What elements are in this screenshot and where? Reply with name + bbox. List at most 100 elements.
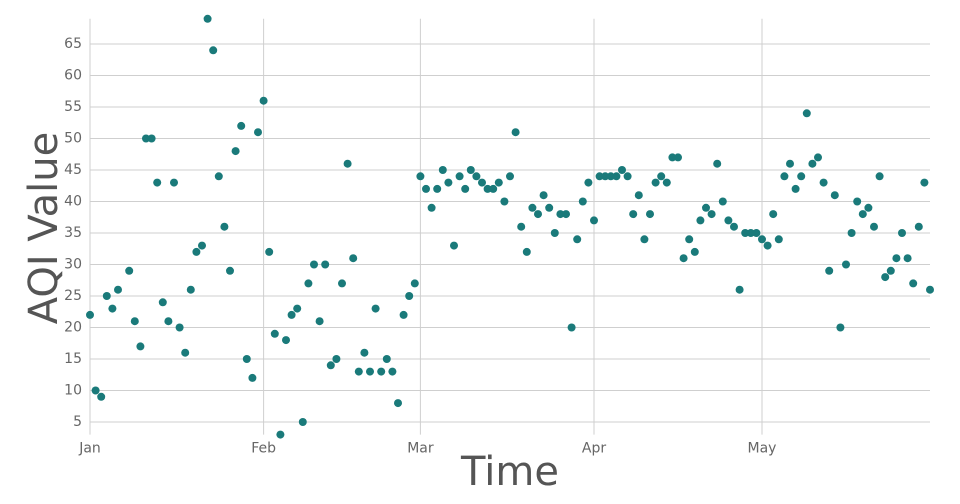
data-point <box>237 121 246 130</box>
data-point <box>97 392 106 401</box>
data-point <box>494 178 503 187</box>
data-point <box>343 159 352 168</box>
y-tick-label: 55 <box>64 99 82 115</box>
data-point <box>629 210 638 219</box>
data-point <box>298 418 307 426</box>
data-point <box>102 292 111 300</box>
data-point <box>651 178 660 187</box>
data-point <box>310 260 318 269</box>
data-point <box>718 197 727 206</box>
data-point <box>517 222 526 231</box>
data-point <box>696 216 705 225</box>
data-point <box>646 210 654 219</box>
data-point <box>814 153 822 162</box>
data-point <box>584 178 593 187</box>
data-point <box>276 430 285 439</box>
data-point <box>214 172 223 181</box>
data-point <box>674 153 682 162</box>
data-point <box>226 266 234 275</box>
data-point <box>881 273 890 282</box>
data-point <box>405 292 414 300</box>
data-point <box>399 310 408 319</box>
x-tick-label: Apr <box>582 441 606 457</box>
data-point <box>618 166 626 174</box>
data-point <box>461 184 470 193</box>
data-point <box>455 172 464 181</box>
data-point <box>534 210 542 219</box>
data-point <box>242 355 251 363</box>
y-tick-label: 5 <box>73 414 82 430</box>
data-point <box>769 210 778 219</box>
data-point <box>304 279 313 288</box>
data-point <box>875 172 884 181</box>
data-point <box>130 317 139 326</box>
data-point <box>713 159 722 168</box>
data-point <box>248 373 257 382</box>
data-point <box>170 178 178 187</box>
data-point <box>539 191 548 200</box>
data-point <box>91 386 100 395</box>
data-point <box>332 355 341 363</box>
x-axis-title: Time <box>460 449 559 495</box>
data-point <box>259 96 268 105</box>
data-point <box>730 222 738 231</box>
data-point <box>679 254 688 263</box>
data-point <box>808 159 817 168</box>
data-point <box>147 134 156 143</box>
data-point <box>158 298 167 307</box>
data-point <box>422 184 430 193</box>
y-tick-label: 35 <box>64 225 82 241</box>
y-axis-title: AQI Value <box>21 132 67 325</box>
data-point <box>282 336 290 345</box>
y-tick-label: 40 <box>64 194 82 210</box>
data-point <box>489 184 498 193</box>
data-point <box>702 203 710 212</box>
data-point <box>612 172 621 181</box>
data-point <box>752 229 761 237</box>
data-point <box>545 203 554 212</box>
data-point <box>466 166 475 174</box>
data-point <box>763 241 772 250</box>
data-point <box>506 172 514 181</box>
data-point <box>657 172 666 181</box>
data-point <box>853 197 862 206</box>
data-point <box>819 178 828 187</box>
data-point <box>315 317 324 326</box>
data-point <box>842 260 850 269</box>
data-point <box>175 323 184 332</box>
data-point <box>640 235 649 244</box>
y-tick-label: 30 <box>64 257 82 273</box>
data-point <box>270 329 279 338</box>
data-point <box>741 229 750 237</box>
data-point <box>192 247 201 256</box>
data-point <box>321 260 330 269</box>
data-point <box>858 210 867 219</box>
data-point <box>634 191 643 200</box>
data-point <box>774 235 783 244</box>
data-point <box>528 203 537 212</box>
data-point <box>181 348 190 357</box>
data-point <box>797 172 806 181</box>
data-point <box>371 304 380 313</box>
data-point <box>293 304 302 313</box>
y-tick-label: 10 <box>64 383 82 399</box>
data-point <box>903 254 912 263</box>
y-tick-label: 45 <box>64 162 82 178</box>
data-point <box>472 172 481 181</box>
data-point <box>926 285 934 294</box>
data-point <box>668 153 677 162</box>
x-tick-label: Jan <box>78 441 101 457</box>
data-point <box>136 342 145 351</box>
data-point <box>349 254 358 263</box>
data-point <box>114 285 122 294</box>
x-tick-label: Feb <box>251 441 276 457</box>
data-point <box>864 203 873 212</box>
data-point <box>623 172 632 181</box>
data-point <box>438 166 447 174</box>
data-point <box>231 147 240 156</box>
data-point <box>164 317 173 326</box>
data-point <box>142 134 150 143</box>
data-point <box>254 128 262 137</box>
